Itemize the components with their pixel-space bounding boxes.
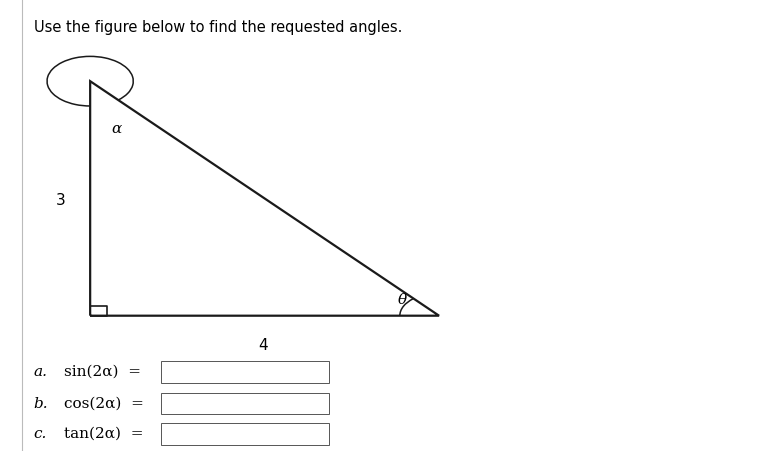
FancyBboxPatch shape bbox=[161, 393, 329, 414]
Text: b.: b. bbox=[34, 396, 49, 411]
Text: a.: a. bbox=[34, 365, 48, 379]
Text: 3: 3 bbox=[56, 193, 65, 208]
Text: 4: 4 bbox=[258, 337, 267, 353]
Text: c.: c. bbox=[34, 427, 47, 441]
Text: cos(2α)  =: cos(2α) = bbox=[64, 396, 144, 411]
FancyBboxPatch shape bbox=[161, 423, 329, 445]
Text: Use the figure below to find the requested angles.: Use the figure below to find the request… bbox=[34, 20, 402, 35]
Text: θ: θ bbox=[397, 293, 407, 307]
Text: α: α bbox=[111, 121, 122, 136]
Text: tan(2α)  =: tan(2α) = bbox=[64, 427, 143, 441]
Text: sin(2α)  =: sin(2α) = bbox=[64, 365, 141, 379]
FancyBboxPatch shape bbox=[161, 361, 329, 383]
